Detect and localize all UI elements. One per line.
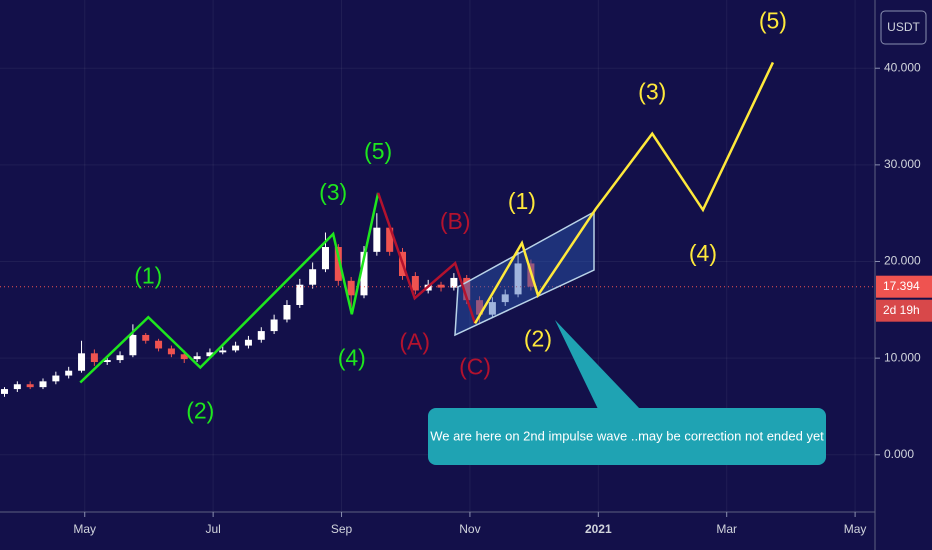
candle-body [257,331,265,340]
candle-body [193,356,201,360]
x-tick-label: Jul [205,522,220,536]
x-tick-label: Sep [331,522,353,536]
x-tick-label: 2021 [585,522,612,536]
candle-body [180,354,188,360]
currency: USDT [887,20,920,34]
candle-body [334,247,342,281]
candle-body [360,251,368,296]
wave-label: (4) [338,344,366,370]
countdown-box [876,299,932,322]
candle-body [347,280,355,296]
x-tick-label: Mar [716,522,737,536]
wave-line [79,192,380,384]
last-price-box [876,275,932,298]
candle-body [167,348,175,355]
candle-body [78,353,86,371]
candle-body [155,340,163,349]
candle-body [437,284,445,288]
x-tick-label: Nov [459,522,480,536]
candle-body [386,227,394,252]
candle-body [39,381,47,388]
candle-body [103,360,111,363]
candle-body [501,294,509,303]
candle-body [411,276,419,291]
candle-body [206,352,214,357]
wave-label: (B) [440,208,471,234]
candle-body [514,263,522,295]
candle-body [270,319,278,332]
wave-label: (3) [638,79,666,105]
candle-body [129,334,137,356]
candle-body [321,247,329,270]
wave-label: (A) [399,328,430,354]
wave-label: (C) [459,353,491,379]
candle-body [219,350,227,353]
candle-body [90,353,98,363]
countdown-label: 2d 19h [883,303,920,317]
candle-body [463,277,471,301]
candle-body [283,304,291,320]
candle-body [26,384,34,388]
candle-body [13,384,21,390]
candle-body [309,269,317,285]
candle-body [116,355,124,361]
wave-label: (1) [508,188,536,214]
wave-line [376,192,477,324]
y-tick-label: 0.000 [884,447,914,461]
candle-body [232,345,240,351]
wave-label: (4) [689,240,717,266]
candle-body [450,277,458,288]
candle-body [488,302,496,315]
wave-label: (5) [759,8,787,34]
y-tick-label: 10.000 [884,350,921,364]
candle-body [476,300,484,315]
currency-box[interactable] [880,10,927,45]
axes: 0.000 10.000 20.000 30.000 40.000 May Jul Sep No… [73,60,932,536]
wave-line [473,61,775,324]
y-tick-label: 40.000 [884,60,921,74]
y-tick-label: 30.000 [884,157,921,171]
candle-body [296,284,304,305]
wave-label: (3) [319,179,347,205]
last-price-label: 17.394 [883,279,920,293]
candle-body [373,227,381,252]
x-tick-label: May [844,522,867,536]
y-tick-label: 20.000 [884,254,921,268]
callout-pointer [555,320,640,409]
candle-body [52,375,60,382]
callout-box [428,408,826,465]
candle-body [142,334,150,341]
candle-body [0,389,8,394]
channel [454,210,595,337]
candle-body [244,339,252,346]
waves: (1) (2) (3) (4) (5) (A) (B) (C) (1) (2) (3) (4) (5) [79,8,787,424]
candle-body [65,370,73,376]
callout-text: We are here on 2nd impulse wave ..may be… [430,428,824,443]
wave-label: (1) [134,262,162,288]
wave-label: (2) [524,325,552,351]
x-tick-label: May [73,522,96,536]
wave-label: (2) [186,398,214,424]
wave-label: (5) [364,138,392,164]
